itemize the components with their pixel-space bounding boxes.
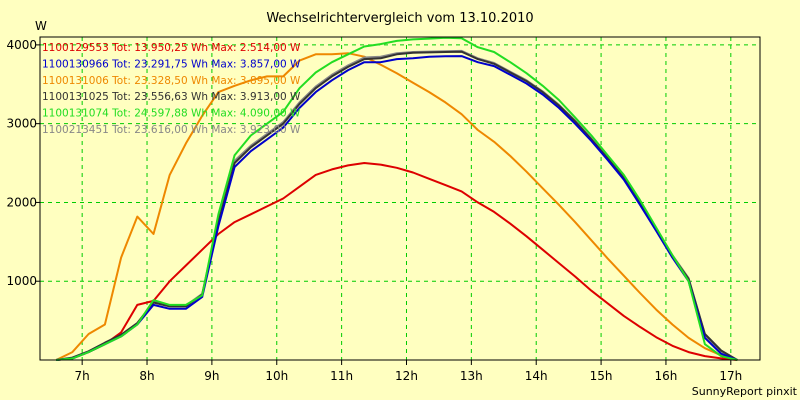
series-line-1100131006 bbox=[55, 52, 738, 361]
x-tick-label: 7h bbox=[75, 369, 90, 383]
x-tick-label: 10h bbox=[265, 369, 288, 383]
legend-entry-1100213451: 1100213451 Tot: 23.616,00 Wh Max: 3.923,… bbox=[42, 124, 301, 136]
y-tick-label: 1000 bbox=[6, 274, 37, 288]
axis-ticks: 7h 8h 9h 10h 11h 12h 13h 14h 15h 16h 17h 1000 2000 30… bbox=[6, 38, 742, 383]
x-tick-label: 16h bbox=[655, 369, 678, 383]
x-tick-label: 9h bbox=[204, 369, 219, 383]
x-tick-label: 17h bbox=[719, 369, 742, 383]
legend: 1100129553 Tot: 13.950,25 Wh Max: 2.514,… bbox=[42, 42, 301, 136]
x-tick-label: 8h bbox=[139, 369, 154, 383]
y-tick-label: 3000 bbox=[6, 117, 37, 131]
x-tick-label: 12h bbox=[395, 369, 418, 383]
legend-entry-1100129553: 1100129553 Tot: 13.950,25 Wh Max: 2.514,… bbox=[42, 42, 301, 54]
series-line-1100131025 bbox=[56, 50, 738, 361]
y-axis-label: W bbox=[35, 19, 47, 33]
y-tick-label: 2000 bbox=[6, 195, 37, 209]
x-tick-label: 11h bbox=[330, 369, 353, 383]
chart-title: Wechselrichtervergleich vom 13.10.2010 bbox=[266, 11, 533, 26]
x-tick-label: 14h bbox=[525, 369, 548, 383]
series-lines bbox=[55, 36, 738, 361]
legend-entry-1100131006: 1100131006 Tot: 23.328,50 Wh Max: 3.895,… bbox=[42, 75, 301, 87]
footer-credit: SunnyReport pinxit bbox=[692, 385, 798, 398]
series-line-1100131074 bbox=[56, 36, 738, 361]
legend-entry-1100131074: 1100131074 Tot: 24.597,88 Wh Max: 4.090,… bbox=[42, 108, 301, 120]
x-tick-label: 15h bbox=[590, 369, 613, 383]
series-line-1100129553 bbox=[56, 162, 738, 361]
legend-entry-1100130966: 1100130966 Tot: 23.291,75 Wh Max: 3.857,… bbox=[42, 58, 301, 70]
x-tick-label: 13h bbox=[460, 369, 483, 383]
plot-frame bbox=[39, 36, 761, 361]
y-tick-label: 4000 bbox=[6, 38, 37, 52]
series-line-1100130966 bbox=[56, 55, 738, 361]
legend-entry-1100131025: 1100131025 Tot: 23.556,63 Wh Max: 3.913,… bbox=[42, 91, 301, 103]
